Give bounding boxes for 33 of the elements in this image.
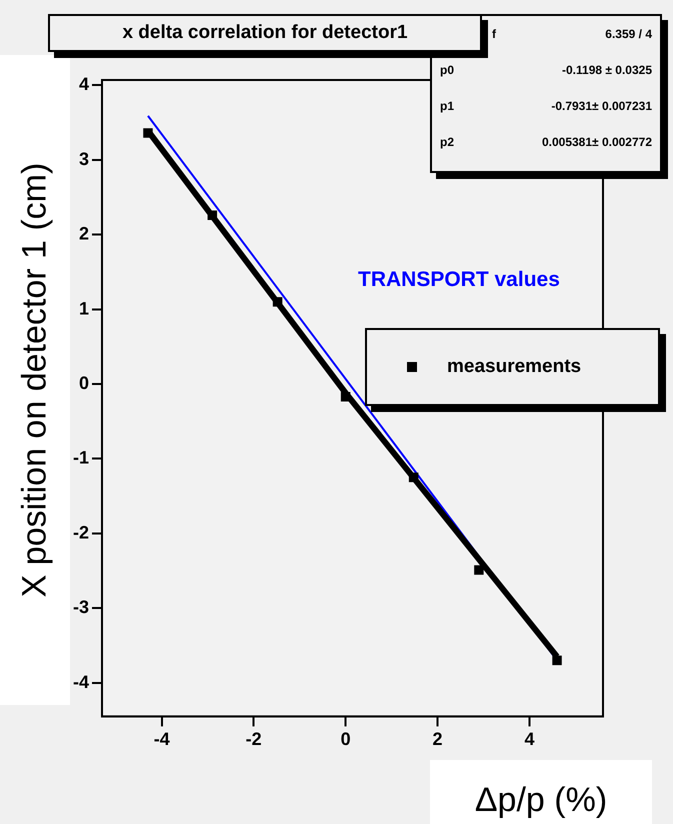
annotation: 0.005381± 0.002772 xyxy=(542,134,652,151)
y-axis-title: X position on detector 1 (cm) xyxy=(16,162,54,598)
annotation: p1 xyxy=(440,98,454,115)
point xyxy=(208,210,218,220)
legend-label: measurements xyxy=(447,356,582,378)
y-tick-label: 1 xyxy=(78,298,90,318)
point xyxy=(552,656,562,666)
y-tick-label: 4 xyxy=(78,74,90,94)
point xyxy=(474,565,484,575)
x-tick-label: -4 xyxy=(154,729,170,750)
text: p0 xyxy=(440,63,454,77)
x-tick-label: 0 xyxy=(340,729,351,750)
x-tick-label: -2 xyxy=(246,729,262,750)
point xyxy=(340,392,350,402)
y-tick-label: 2 xyxy=(78,224,90,244)
x-tick-label: 4 xyxy=(524,729,534,750)
y-tick-label: 3 xyxy=(78,148,90,169)
point xyxy=(408,472,418,482)
y-tick-label: -1 xyxy=(72,448,90,468)
text: 6.359 / 4 xyxy=(605,27,652,41)
y-tick-label: 0 xyxy=(78,372,90,393)
text: TRANSPORT values xyxy=(358,268,560,292)
x-axis-title: Δp/p (%) xyxy=(430,760,652,824)
y-tick-label: -4 xyxy=(72,672,90,692)
y-tick-label: -2 xyxy=(72,522,90,542)
x-tick-label: 2 xyxy=(432,729,443,750)
point xyxy=(143,128,153,138)
text: -0.1198 ± 0.0325 xyxy=(562,63,652,77)
y-tick-label: -3 xyxy=(72,597,90,618)
text: f xyxy=(492,27,496,41)
point xyxy=(272,297,282,307)
annotation: p2 xyxy=(440,134,454,151)
annotation: -0.7931± 0.007231 xyxy=(551,98,652,115)
